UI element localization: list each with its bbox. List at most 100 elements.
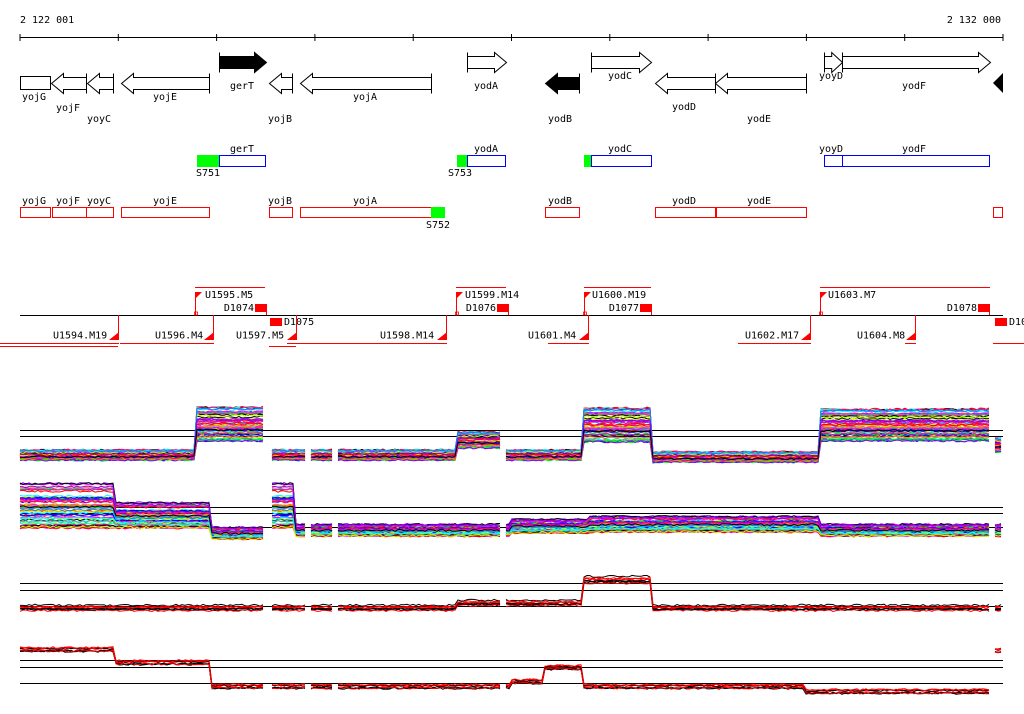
reverse-transcript-box (545, 207, 580, 218)
profile-line (337, 442, 501, 460)
profile-line (505, 416, 990, 457)
segment-end-flag-icon (437, 332, 447, 340)
forward-arrow-icon (824, 51, 844, 74)
profile-line (271, 498, 306, 530)
ruler-end-label: 2 132 000 (947, 15, 1001, 26)
profile-line (505, 423, 990, 459)
expression-panel-2 (19, 482, 1003, 541)
reverse-transcript-label: yodD (672, 196, 696, 207)
gene-yojA[interactable]: yojA (299, 72, 432, 104)
profile-line (994, 608, 1002, 611)
profile-line (271, 605, 306, 609)
profile-line (337, 431, 501, 453)
site-label: S751 (196, 168, 220, 179)
segment-anchor (819, 311, 823, 316)
gene-label: yoyC (87, 114, 111, 125)
reverse-arrow-icon (268, 72, 293, 95)
gene-yodA[interactable]: yodA (467, 51, 508, 93)
profile-line (994, 535, 1002, 538)
profile-line (505, 432, 990, 462)
gene-label: yodE (747, 114, 771, 125)
gene-yodF[interactable]: yodF (842, 51, 992, 93)
reverse-transcript-box (300, 207, 432, 218)
profile-line (271, 508, 306, 533)
profile-line (310, 523, 333, 527)
profile-line (506, 523, 990, 532)
downstream-marker-label: D1075 (284, 317, 314, 328)
profile-line (505, 579, 990, 611)
upper-segment-label: U1595.M5 (205, 290, 253, 301)
profile-line (271, 603, 306, 607)
gene-yojG[interactable]: yojG (20, 76, 51, 104)
profile-line (19, 649, 264, 690)
site-label: S753 (448, 168, 472, 179)
segment-end-flag-icon (204, 332, 214, 340)
reverse-arrow-icon (544, 72, 580, 95)
reverse-transcript-label: yojA (353, 196, 377, 207)
profile-line (994, 532, 1002, 535)
downstream-marker-icon (640, 304, 651, 312)
profile-line (271, 458, 306, 462)
profile-line (19, 649, 264, 690)
segment-anchor (455, 311, 459, 316)
gene-yoyD[interactable]: yoyD (819, 51, 844, 83)
profile-line (310, 455, 333, 459)
expression-panel-4 (19, 646, 1003, 695)
profile-line (271, 449, 306, 452)
profile-line (505, 439, 990, 464)
gene-label: gerT (230, 81, 254, 92)
gene-annotation-track: yojG yojF yoyC yojE gerT yojB yojA yodA yodB yodC… (20, 51, 1003, 126)
profile-line (271, 456, 306, 459)
profile-line (337, 441, 501, 459)
forward-arrow-icon (842, 51, 992, 74)
forward-transcript-label: yodC (608, 144, 632, 155)
gene-label: yodD (672, 102, 696, 113)
profile-line (19, 605, 264, 609)
reverse-arrow-icon (50, 72, 87, 95)
forward-transcript-box (467, 155, 506, 167)
gene-yodC[interactable]: yodC (591, 51, 653, 83)
profile-line (310, 453, 333, 457)
segment-end-flag-icon (109, 332, 119, 340)
profile-line (337, 686, 501, 690)
profile-line (271, 523, 306, 537)
expression-profiles (19, 405, 1003, 695)
forward-arrow-icon (219, 51, 268, 74)
ruler-start-label: 2 122 001 (20, 15, 74, 26)
reverse-transcript-label: yojG (22, 196, 46, 207)
reverse-transcript-box (121, 207, 210, 218)
profile-line (20, 603, 264, 607)
profile-line (271, 512, 306, 534)
profile-line (505, 664, 990, 692)
profile-line (19, 605, 264, 609)
downstream-marker-icon (497, 304, 508, 312)
gene-yoyC[interactable]: yoyC (86, 72, 114, 126)
expression-panel-3 (19, 574, 1003, 613)
profile-line (337, 534, 501, 538)
gene-yodD[interactable]: yodD (654, 72, 716, 114)
gene-yojB[interactable]: yojB (268, 72, 293, 126)
forward-arrow-icon (467, 51, 508, 74)
profile-line (337, 522, 500, 526)
site-marker (584, 155, 591, 167)
reverse-arrow-icon (714, 72, 807, 95)
gene-label: yodF (902, 81, 926, 92)
forward-transcript-box (591, 155, 652, 167)
gene-yojE[interactable]: yojE (120, 72, 210, 104)
gene-label: yodB (548, 114, 572, 125)
lower-segment-label: U1602.M17 (745, 331, 799, 342)
profile-line (505, 665, 990, 693)
profile-line (310, 532, 333, 535)
segment-track: U1595.M5 U1599.M14 U1600.M19 U1603.M7 D1074 D… (0, 287, 1024, 347)
gene-gerT[interactable]: gerT (219, 51, 268, 93)
profile-line (271, 496, 306, 530)
lower-segment-label: U1597.M5 (236, 331, 284, 342)
forward-transcript-box (842, 155, 990, 167)
profile-line (337, 433, 501, 454)
gene-yodE[interactable]: yodE (714, 72, 807, 126)
profile-line (19, 422, 264, 457)
forward-transcript-box (219, 155, 266, 167)
gene-yojF[interactable]: yojF (50, 72, 87, 115)
gene-yodB[interactable]: yodB (544, 72, 580, 126)
site-marker (197, 155, 219, 167)
